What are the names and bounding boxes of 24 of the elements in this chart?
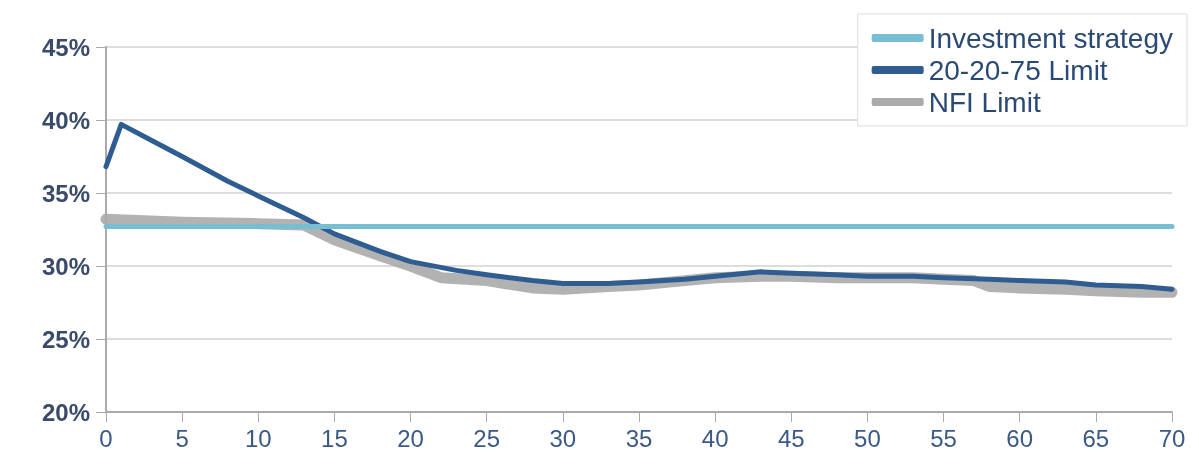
x-tick-label: 55 <box>930 424 957 452</box>
x-tick-label: 40 <box>701 424 729 452</box>
legend-label: Investment strategy <box>928 22 1174 54</box>
x-tick-label: 15 <box>321 424 348 452</box>
x-tick-label: 70 <box>1158 424 1186 452</box>
y-tick-label: 45% <box>41 33 90 61</box>
x-tick-label: 35 <box>625 424 653 452</box>
x-tick-label: 30 <box>549 424 577 452</box>
y-tick-label: 35% <box>41 179 90 207</box>
y-tick-label: 40% <box>41 106 90 134</box>
y-tick-label: 30% <box>41 252 90 280</box>
legend-label: 20-20-75 Limit <box>928 54 1108 86</box>
x-tick-label: 25 <box>473 424 501 452</box>
y-tick-label: 25% <box>41 325 90 353</box>
x-tick-label: 65 <box>1082 424 1110 452</box>
legend-label: NFI Limit <box>928 86 1041 118</box>
y-tick-label: 20% <box>41 398 90 426</box>
x-tick-label: 45 <box>777 424 805 452</box>
x-tick-label: 10 <box>244 424 272 452</box>
x-tick-label: 50 <box>854 424 881 452</box>
x-tick-label: 20 <box>397 424 424 452</box>
x-tick-label: 60 <box>1006 424 1034 452</box>
x-tick-label: 5 <box>175 424 189 452</box>
x-tick-label: 0 <box>99 424 113 452</box>
